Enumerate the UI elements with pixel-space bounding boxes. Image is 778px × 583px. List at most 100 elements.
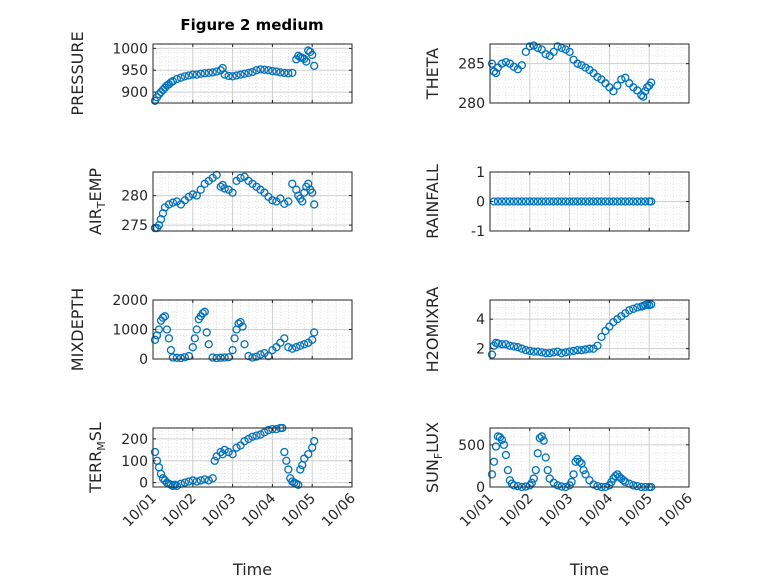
data-point xyxy=(585,344,594,353)
data-point xyxy=(220,184,229,193)
data-point xyxy=(216,353,225,362)
data-point xyxy=(156,469,166,479)
data-point xyxy=(282,456,291,465)
y-axis-label: SUNFLUX xyxy=(423,422,445,493)
data-point xyxy=(288,68,297,77)
axes-box xyxy=(489,427,690,488)
data-point xyxy=(208,353,217,362)
data-point xyxy=(513,343,523,352)
y-tick-label: 100 xyxy=(121,454,148,470)
data-point xyxy=(571,457,580,466)
data-point xyxy=(302,57,311,66)
data-point xyxy=(184,477,193,486)
subplot-theta: 280 285 THETA xyxy=(423,41,690,112)
data-point xyxy=(565,197,574,206)
data-point xyxy=(505,341,515,350)
data-point xyxy=(505,197,515,206)
data-point xyxy=(310,436,319,446)
data-point xyxy=(541,348,550,358)
data-point xyxy=(537,432,546,441)
data-point xyxy=(310,61,319,71)
data-point xyxy=(601,197,610,206)
x-axis-label: Time xyxy=(569,560,609,579)
data-point xyxy=(256,350,265,359)
data-point xyxy=(228,450,237,459)
data-point xyxy=(190,334,199,343)
data-point xyxy=(579,465,588,475)
x-tick-label: 10/05 xyxy=(279,491,319,531)
data-point xyxy=(613,197,622,206)
data-point xyxy=(284,197,293,206)
data-point xyxy=(268,66,277,76)
y-tick-label: 950 xyxy=(121,63,148,79)
data-point xyxy=(497,59,507,68)
data-point xyxy=(248,353,257,362)
data-point xyxy=(633,482,642,491)
x-tick-label: 10/02 xyxy=(497,491,537,531)
data-point xyxy=(493,339,503,348)
data-point xyxy=(212,67,221,76)
data-point xyxy=(509,342,519,351)
data-point xyxy=(212,170,221,180)
data-point xyxy=(575,457,584,466)
data-point xyxy=(198,309,207,318)
data-point xyxy=(617,197,626,206)
y-tick-label: 0 xyxy=(476,480,485,496)
y-tick-label: 1 xyxy=(476,165,485,181)
data-point xyxy=(491,68,501,78)
y-tick-label: 285 xyxy=(458,57,485,73)
data-point xyxy=(188,476,197,485)
y-tick-label: 200 xyxy=(121,432,148,448)
data-point xyxy=(621,73,630,82)
data-point xyxy=(639,92,648,101)
data-point xyxy=(162,325,172,334)
x-tick-label: 10/02 xyxy=(160,491,200,531)
x-tick-label: 10/03 xyxy=(537,491,577,531)
data-point xyxy=(236,317,245,327)
data-point xyxy=(196,476,205,485)
data-point xyxy=(308,188,317,197)
y-axis-label: AIRTEMP xyxy=(86,168,108,235)
data-point xyxy=(220,70,229,79)
data-point xyxy=(310,328,319,337)
data-point xyxy=(192,477,201,486)
data-point xyxy=(647,78,656,87)
x-tick-label: 10/01 xyxy=(457,491,497,531)
data-point xyxy=(164,334,174,343)
data-point xyxy=(521,345,530,355)
y-axis-label: PRESSURE xyxy=(68,31,87,115)
data-point xyxy=(252,352,261,361)
data-point xyxy=(294,480,303,489)
y-tick-label: -1 xyxy=(471,224,485,240)
subplot-pressure: 900 950 1000 PRESSURE xyxy=(68,31,353,116)
x-tick-label: 10/06 xyxy=(656,490,696,530)
data-point xyxy=(619,476,628,485)
data-point xyxy=(533,197,542,206)
data-point xyxy=(497,197,507,206)
data-point xyxy=(533,449,542,458)
data-point xyxy=(543,465,552,475)
data-point xyxy=(220,445,229,455)
data-point xyxy=(196,69,205,78)
data-point xyxy=(577,197,586,206)
data-point xyxy=(188,70,197,79)
data-point xyxy=(232,443,241,452)
y-tick-label: 2000 xyxy=(112,293,148,309)
data-point xyxy=(216,447,225,457)
data-point xyxy=(609,197,618,206)
data-point xyxy=(529,347,538,356)
data-point xyxy=(300,340,309,349)
data-point xyxy=(192,70,201,79)
data-point xyxy=(531,465,540,475)
data-point xyxy=(625,306,634,315)
data-point xyxy=(252,431,261,440)
data-point xyxy=(212,353,221,363)
data-point xyxy=(553,42,562,51)
data-point xyxy=(593,482,602,491)
data-point xyxy=(168,198,178,207)
data-point xyxy=(288,179,297,188)
data-point xyxy=(166,78,176,87)
data-point xyxy=(617,75,626,84)
data-point xyxy=(539,436,548,445)
